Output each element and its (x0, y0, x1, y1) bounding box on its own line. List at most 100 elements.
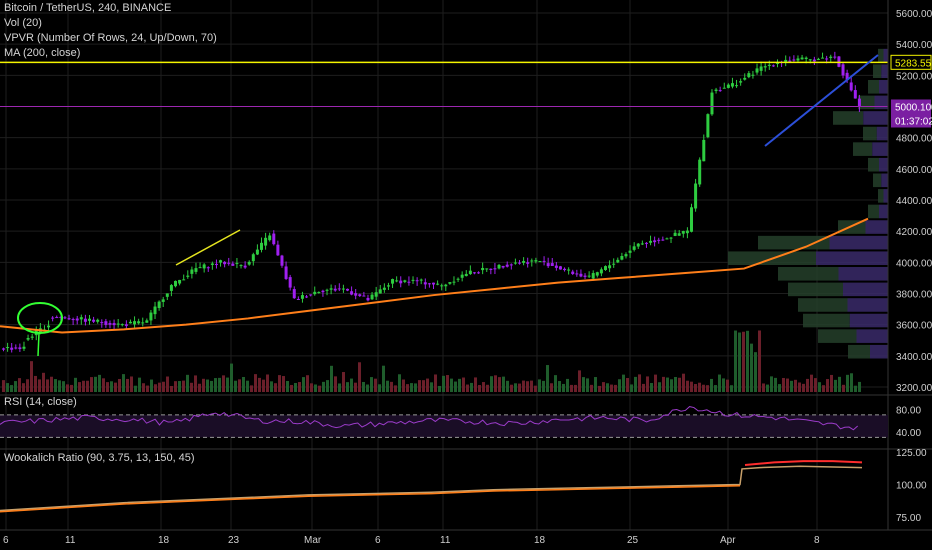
candle-body (513, 262, 517, 264)
volume-bar (714, 385, 717, 392)
rsi-line (0, 406, 859, 431)
volume-bar (462, 377, 465, 392)
candle-body (554, 265, 558, 268)
volume-bar (450, 378, 453, 392)
volume-bar (286, 380, 289, 392)
volume-bar (86, 380, 89, 392)
candle-body (526, 262, 530, 264)
volume-bar (46, 379, 49, 392)
volume-bar (194, 375, 197, 392)
volume-bar (486, 384, 489, 392)
volume-bar (234, 380, 237, 392)
volume-bar (122, 374, 125, 392)
candle-body (219, 260, 223, 263)
vpvr-bar-up (833, 111, 864, 125)
volume-bar (542, 380, 545, 392)
candle-body (313, 291, 317, 295)
volume-bar (678, 377, 681, 392)
candle-body (194, 268, 198, 272)
time-tick-label: 18 (158, 535, 170, 546)
candle-body (317, 291, 321, 293)
candle-body (206, 267, 210, 269)
candle-body (169, 285, 173, 291)
candle-body (628, 250, 632, 253)
resistance-price-tag (890, 54, 932, 70)
candle-body (141, 322, 145, 324)
volume-bar (322, 381, 325, 392)
vpvr-bar-up (863, 126, 877, 141)
candle-body (112, 323, 116, 326)
candle-body (767, 64, 771, 66)
volume-bar (566, 378, 569, 392)
volume-bar (442, 375, 445, 392)
volume-bar (18, 378, 21, 392)
volume-bar (730, 385, 733, 392)
volume-bar (498, 377, 501, 392)
volume-bar (594, 377, 597, 392)
candle-body (2, 348, 5, 350)
vpvr-bar-down (879, 157, 888, 172)
candle-body (464, 273, 468, 277)
candle-body (796, 58, 800, 61)
volume-bar (666, 377, 669, 392)
volume-bar (814, 378, 817, 392)
volume-bar (218, 377, 221, 392)
volume-bar (114, 382, 117, 392)
volume-bar (410, 383, 413, 392)
vpvr-bar-up (868, 80, 879, 94)
volume-bar (146, 385, 149, 392)
candle-body (763, 66, 767, 68)
price-tick-label: 3200.00 (896, 383, 932, 394)
volume-bar (554, 375, 557, 392)
volume-bar (54, 379, 57, 392)
candle-body (71, 319, 75, 321)
candle-body (644, 242, 648, 244)
candle-body (288, 277, 292, 288)
vpvr-bar-down (870, 344, 888, 359)
volume-bar (562, 383, 565, 392)
volume-bar (846, 374, 849, 392)
volume-bar (474, 377, 477, 392)
candle-body (325, 289, 329, 291)
volume-bar (262, 379, 265, 392)
volume-bar (806, 378, 809, 392)
candle-body (591, 273, 595, 279)
time-tick-label: Apr (720, 535, 736, 546)
candle-body (501, 265, 505, 268)
time-tick-label: 25 (627, 535, 639, 546)
time-tick-label: 8 (814, 535, 820, 546)
volume-bar (754, 352, 757, 392)
volume-bar (266, 374, 269, 392)
time-tick-label: 11 (440, 535, 451, 546)
volume-bar (326, 380, 329, 392)
volume-bar (330, 365, 333, 392)
vpvr-legend: VPVR (Number Of Rows, 24, Up/Down, 70) (4, 32, 217, 44)
volume-bar (590, 384, 593, 392)
volume-bar (30, 361, 33, 392)
vpvr-bar-down (856, 329, 888, 343)
volume-bar (250, 385, 253, 392)
candle-body (210, 263, 214, 265)
volume-bar (418, 380, 421, 392)
candle-body (735, 85, 739, 87)
candle-body (231, 263, 235, 266)
volume-bar (334, 376, 337, 392)
price-tick-label: 4800.00 (896, 134, 932, 145)
candle-body (612, 263, 616, 265)
wook-legend: Wookalich Ratio (90, 3.75, 13, 150, 45) (4, 452, 195, 464)
ma200-line (0, 217, 869, 334)
wook-tick-label: 125.00 (896, 448, 927, 459)
candle-body (558, 266, 562, 270)
volume-bar (238, 379, 241, 392)
volume-bar (762, 383, 765, 392)
rsi-tick-label: 40.00 (896, 428, 921, 439)
vpvr-bar-up (873, 173, 882, 188)
vpvr-bar-down (874, 95, 888, 110)
volume-bar (582, 377, 585, 392)
candle-body (571, 271, 575, 275)
volume-bar (514, 383, 517, 392)
volume-bar (750, 343, 753, 392)
volume-bar (50, 376, 53, 392)
volume-bar (346, 382, 349, 392)
